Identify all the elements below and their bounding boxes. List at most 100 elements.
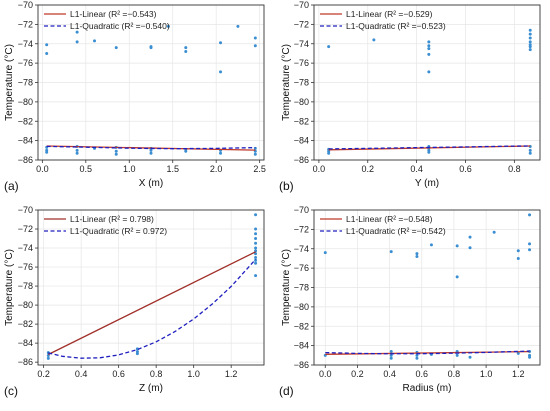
x-tick-label: 0.8 <box>448 369 461 379</box>
quadratic-fit-line <box>46 145 256 150</box>
data-point <box>389 353 393 357</box>
data-point <box>455 275 459 279</box>
panel-4: 0.0 0.2 0.4 0.6 0.8 1.0 1.2 −86 −84 −82 −80 −78 −76 −… <box>279 205 541 398</box>
linear-fit-line <box>48 251 256 356</box>
data-point <box>427 44 431 48</box>
data-point <box>93 39 96 43</box>
panel-label: (a) <box>4 179 19 193</box>
x-tick-label: 0.2 <box>37 369 50 379</box>
x-tick-label: 0.4 <box>383 369 396 379</box>
data-point <box>468 246 472 250</box>
plot-frame <box>37 4 265 161</box>
panel-1: 0.0 0.5 1.0 1.5 2.0 2.5 −86 −84 −82 −80 −78 −76 −74 −… <box>4 0 266 193</box>
data-point <box>254 261 258 265</box>
x-tick-label: 2.0 <box>210 164 223 174</box>
y-tick-label: −84 <box>18 136 33 146</box>
y-tick-label: −76 <box>294 58 309 68</box>
data-point <box>253 36 257 40</box>
data-point <box>528 40 532 44</box>
data-point <box>528 355 532 359</box>
data-point <box>323 251 327 255</box>
data-point <box>166 24 170 28</box>
x-axis-label: X (m) <box>139 178 163 189</box>
x-tick-label: 0.6 <box>416 369 429 379</box>
x-tick-label: 0.2 <box>351 369 364 379</box>
data-point <box>46 356 50 360</box>
x-tick-label: 0.0 <box>36 164 49 174</box>
x-tick-label: 0.2 <box>361 164 374 174</box>
x-tick-label: 0.4 <box>75 369 88 379</box>
data-point <box>219 70 223 74</box>
x-tick-label: 0.0 <box>313 164 326 174</box>
x-tick-label: 1.5 <box>166 164 179 174</box>
data-point <box>528 248 532 252</box>
data-point <box>254 241 258 245</box>
y-tick-label: −74 <box>18 243 33 253</box>
data-point <box>75 148 79 152</box>
y-tick-label: −76 <box>18 262 33 272</box>
y-tick-label: −84 <box>294 136 309 146</box>
panel-2: 0.0 0.2 0.4 0.6 0.8 −86 −84 −82 −80 −78 −76 −74 −72 −… <box>279 0 541 193</box>
y-tick-label: −86 <box>294 360 309 370</box>
data-point <box>45 150 49 154</box>
legend-linear-label: L1-Linear (R² =−0.529) <box>346 9 433 19</box>
x-axis-label: Y (m) <box>415 178 439 189</box>
x-tick-label: 0.6 <box>459 164 472 174</box>
data-point <box>236 24 240 28</box>
data-point <box>389 356 393 360</box>
legend-quadratic-label: L1-Quadratic (R² = 0.972) <box>70 226 167 236</box>
legend-linear-label: L1-Linear (R² =−0.548) <box>346 214 433 224</box>
x-tick-label: 1.2 <box>512 369 525 379</box>
data-point <box>75 40 79 44</box>
plot-area <box>38 210 264 365</box>
x-tick-label: 1.0 <box>123 164 136 174</box>
x-tick-label: 0.8 <box>508 164 521 174</box>
data-point <box>184 149 188 153</box>
y-tick-label: −76 <box>294 263 309 273</box>
y-axis-label: Temperature (°C) <box>281 249 292 326</box>
data-point <box>327 151 331 155</box>
panel-label: (d) <box>279 384 294 398</box>
data-point <box>389 250 393 254</box>
y-tick-label: −82 <box>18 116 33 126</box>
data-point <box>528 32 532 36</box>
data-point <box>184 50 188 53</box>
data-point <box>149 148 153 152</box>
data-point <box>135 352 139 356</box>
y-tick-label: −72 <box>294 224 309 234</box>
y-tick-label: −80 <box>294 97 309 107</box>
data-point <box>75 30 79 34</box>
data-point <box>254 227 258 231</box>
data-point <box>528 148 532 152</box>
data-point <box>219 41 223 45</box>
data-point <box>429 243 433 247</box>
y-tick-label: −78 <box>294 283 309 293</box>
y-tick-label: −70 <box>18 0 33 10</box>
quadratic-fit-line <box>328 145 531 150</box>
y-tick-label: −72 <box>294 19 309 29</box>
data-point <box>468 235 472 239</box>
data-point <box>415 356 419 360</box>
x-tick-label: 1.0 <box>480 369 493 379</box>
data-point <box>149 46 153 50</box>
data-point <box>528 28 532 32</box>
data-point <box>427 40 431 44</box>
legend-linear-label: L1-Linear (R² = 0.798) <box>70 214 154 224</box>
y-tick-label: −74 <box>294 244 309 254</box>
data-point <box>114 149 118 153</box>
data-point <box>254 252 258 256</box>
data-point <box>254 256 258 260</box>
y-tick-label: −76 <box>18 58 33 68</box>
data-point <box>254 258 258 262</box>
data-point <box>184 46 188 50</box>
data-point <box>114 152 118 156</box>
y-tick-label: −82 <box>18 319 33 329</box>
data-point <box>528 48 532 52</box>
x-tick-label: 1.2 <box>225 369 238 379</box>
quadratic-fit-line <box>48 258 257 359</box>
plot-frame <box>37 209 265 366</box>
x-tick-label: 2.5 <box>253 164 266 174</box>
data-point <box>254 213 258 217</box>
y-tick-label: −86 <box>18 357 33 367</box>
panel-label: (c) <box>4 384 18 398</box>
